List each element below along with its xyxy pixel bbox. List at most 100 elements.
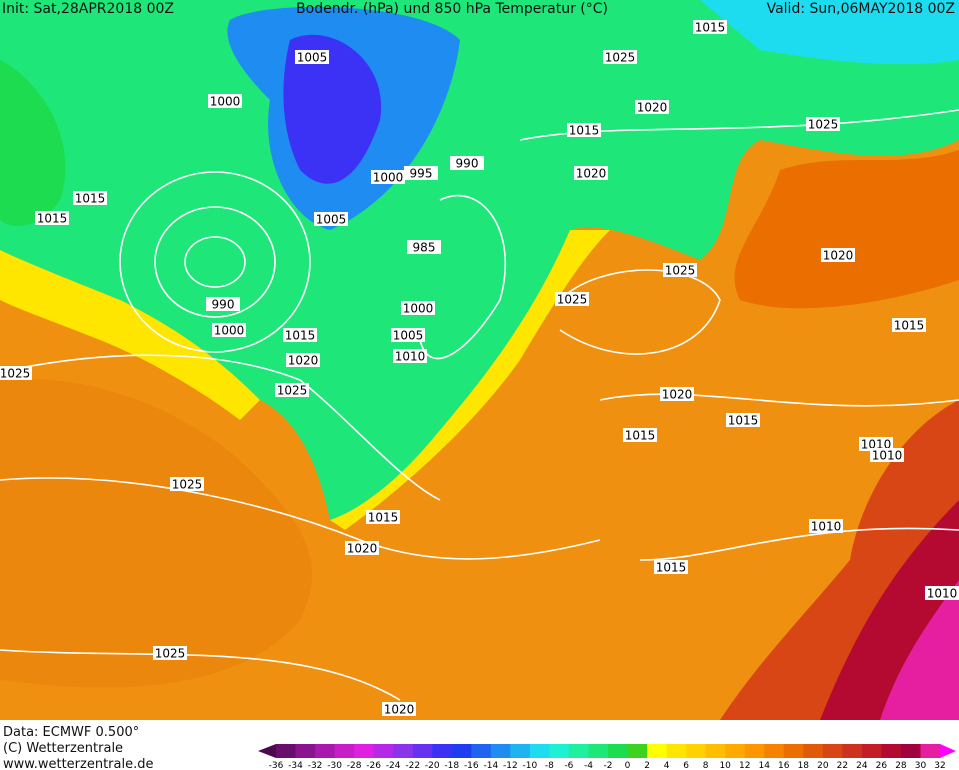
colorbar-bin — [608, 744, 629, 758]
colorbar-label: 24 — [856, 761, 868, 770]
colorbar-bin — [803, 744, 824, 758]
isobar-label: 1015 — [285, 329, 316, 343]
colorbar-label: -36 — [269, 761, 284, 770]
colorbar-label: -26 — [366, 761, 381, 770]
isobar-label-box — [286, 353, 320, 367]
isobar-label-box — [275, 383, 309, 397]
colorbar-label: 22 — [837, 761, 848, 770]
colorbar-bin — [276, 744, 297, 758]
isobar-label: 1000 — [373, 171, 404, 185]
isobar-label: 1005 — [393, 329, 424, 343]
colorbar-label: -24 — [386, 761, 401, 770]
colorbar-bin — [412, 744, 433, 758]
isobar-label-box — [393, 349, 427, 363]
isobar-label: 1015 — [625, 429, 656, 443]
isobar-label-box — [603, 50, 637, 64]
colorbar-label: -4 — [584, 761, 593, 770]
isobars — [0, 109, 959, 701]
isobar-label-box — [345, 541, 379, 555]
colorbar-label: -6 — [564, 761, 573, 770]
map-title: Bodendr. (hPa) und 850 hPa Temperatur (°… — [296, 1, 608, 17]
isobar-label-box — [567, 123, 601, 137]
colorbar-bin — [393, 744, 414, 758]
isobar-label-box — [283, 328, 317, 342]
colorbar-bin — [666, 744, 687, 758]
isobar-label: 1025 — [172, 478, 203, 492]
isobar-label-box — [295, 50, 329, 64]
isobar-label-box — [925, 586, 959, 600]
copyright: (C) Wetterzentrale — [3, 741, 123, 756]
colorbar-label: -32 — [308, 761, 323, 770]
colorbar-label: 32 — [934, 761, 945, 770]
colorbar-label: -8 — [545, 761, 554, 770]
isobar-label-box — [859, 437, 893, 451]
isobar-label: 1020 — [662, 388, 693, 402]
colorbar-bin — [549, 744, 570, 758]
isobar-label-box — [726, 413, 760, 427]
isobar-label-box — [212, 323, 246, 337]
isobar-label-box — [654, 560, 688, 574]
colorbar-label: -20 — [425, 761, 440, 770]
colorbar-bin — [588, 744, 609, 758]
colorbar-arrow — [940, 744, 956, 758]
isobar-label-box — [73, 191, 107, 205]
isobar-label: 1025 — [277, 384, 308, 398]
isobar-label-box — [208, 94, 242, 108]
colorbar-bin — [510, 744, 531, 758]
isobar-label: 1015 — [569, 124, 600, 138]
isobar-label: 985 — [413, 241, 436, 255]
colorbar-label: -2 — [604, 761, 613, 770]
isobar-label-box — [153, 646, 187, 660]
init-time: Init: Sat,28APR2018 00Z — [2, 1, 174, 17]
colorbar-bin — [432, 744, 453, 758]
colorbar-bin — [783, 744, 804, 758]
isobar-labels: 1015 1025 1020 1015 1025 1000 1005 990 995 1000 10… — [0, 20, 959, 717]
isobar-label: 1020 — [637, 101, 668, 115]
isobar-label: 1015 — [656, 561, 687, 575]
colorbar-label: 20 — [817, 761, 829, 770]
isobar-label: 1015 — [695, 21, 726, 35]
colorbar-bin — [920, 744, 941, 758]
isobar-label-box — [574, 166, 608, 180]
isobar-label: 1015 — [728, 414, 759, 428]
colorbar-bin — [861, 744, 882, 758]
colorbar-bin — [568, 744, 589, 758]
isobar-label-box — [623, 428, 657, 442]
isobar-label-box — [401, 301, 435, 315]
colorbar-label: -10 — [523, 761, 538, 770]
colorbar-label: 28 — [895, 761, 907, 770]
colorbar-label: 30 — [915, 761, 927, 770]
isobar-label-box — [660, 387, 694, 401]
colorbar-label: 2 — [644, 761, 650, 770]
isobar-label-box — [892, 318, 926, 332]
colorbar-bin — [686, 744, 707, 758]
isobar-label-box — [450, 156, 484, 170]
colorbar-arrow — [258, 744, 276, 758]
isobar-label: 1005 — [297, 51, 328, 65]
colorbar-label: -16 — [464, 761, 479, 770]
colorbar-label: 6 — [683, 761, 689, 770]
isobar-label-box — [366, 510, 400, 524]
isobar-label: 1025 — [808, 118, 839, 132]
isobar-label: 1010 — [395, 350, 426, 364]
colorbar-bin — [315, 744, 336, 758]
isobar-label: 1015 — [37, 212, 68, 226]
isobar-label: 1000 — [214, 324, 245, 338]
isobar-label: 1025 — [155, 647, 186, 661]
isobar-label-box — [809, 519, 843, 533]
isobar-label: 1000 — [403, 302, 434, 316]
colorbar-label: 26 — [876, 761, 888, 770]
isobar-label-box — [206, 297, 240, 311]
isobar-label: 1020 — [288, 354, 319, 368]
isobar-label-box — [371, 170, 405, 184]
colorbar-bin — [529, 744, 550, 758]
isobar-label: 1020 — [347, 542, 378, 556]
isobar-label: 1025 — [557, 293, 588, 307]
isobar-label: 1010 — [872, 449, 903, 463]
isobar-label: 1020 — [576, 167, 607, 181]
isobar-label-box — [635, 100, 669, 114]
isobar-label: 990 — [212, 298, 235, 312]
colorbar-bin — [705, 744, 726, 758]
isobar-label: 1025 — [605, 51, 636, 65]
